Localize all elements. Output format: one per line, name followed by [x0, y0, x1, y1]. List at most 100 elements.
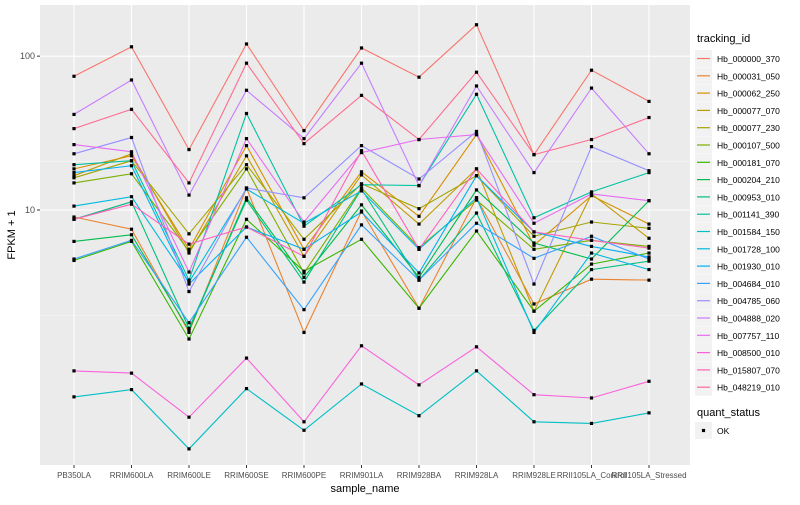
data-point — [244, 61, 249, 65]
data-point — [589, 220, 594, 224]
data-point — [417, 383, 421, 387]
data-point — [417, 278, 421, 282]
data-point — [302, 275, 306, 279]
data-point — [474, 229, 479, 233]
data-point — [129, 195, 134, 199]
square-point-icon — [701, 428, 706, 433]
data-point — [187, 193, 191, 197]
data-point — [532, 221, 536, 225]
data-point — [532, 170, 536, 175]
data-point — [417, 214, 421, 218]
data-point — [129, 107, 134, 111]
data-point — [187, 181, 191, 185]
data-point — [359, 93, 364, 97]
x-tick-label: RRIM901LA — [340, 471, 384, 480]
data-point — [72, 215, 76, 219]
data-point — [417, 306, 421, 310]
data-point — [417, 222, 421, 226]
data-point — [647, 115, 651, 120]
data-point — [302, 137, 306, 141]
data-point — [647, 244, 651, 248]
data-point — [359, 344, 364, 348]
data-point — [532, 393, 536, 397]
data-point — [647, 226, 651, 230]
data-point — [72, 239, 76, 243]
data-point — [589, 244, 594, 248]
data-point — [72, 395, 76, 399]
data-point — [474, 167, 479, 171]
data-point — [417, 137, 421, 142]
legend-label: Hb_001930_010 — [717, 262, 780, 272]
data-point — [647, 99, 651, 103]
legend-label: Hb_004785_060 — [717, 296, 780, 306]
data-point — [359, 170, 364, 174]
data-point — [129, 164, 134, 168]
point-legend-title: quant_status — [697, 407, 760, 419]
data-point — [474, 345, 479, 349]
data-point — [302, 269, 306, 273]
data-point — [244, 217, 249, 221]
point-legend: quant_status OK — [695, 407, 760, 439]
legend-label: Hb_001584_150 — [717, 227, 780, 237]
data-point — [187, 337, 191, 341]
data-point — [129, 388, 134, 392]
data-point — [129, 154, 134, 158]
data-point — [474, 129, 479, 134]
data-point — [532, 309, 536, 313]
data-point — [302, 129, 306, 133]
data-point — [187, 289, 191, 294]
data-point — [474, 198, 479, 202]
data-point — [532, 243, 536, 247]
legend-item: Hb_000181_070 — [695, 153, 780, 171]
data-point — [474, 70, 479, 74]
data-point — [474, 369, 479, 373]
data-point — [647, 222, 651, 226]
legend-label: Hb_000077_070 — [717, 106, 780, 116]
data-point — [302, 224, 306, 228]
data-point — [359, 210, 364, 214]
data-point — [129, 202, 134, 206]
data-point — [589, 396, 594, 400]
data-point — [302, 420, 306, 424]
data-point — [72, 369, 76, 373]
data-point — [647, 169, 651, 173]
data-point — [532, 420, 536, 424]
data-point — [589, 277, 594, 281]
x-tick-label: RRIM928LE — [512, 471, 556, 480]
data-point — [72, 170, 76, 175]
data-point — [647, 278, 651, 282]
data-point — [244, 387, 249, 391]
data-point — [302, 308, 306, 312]
legend-item: Hb_000000_370 — [695, 50, 780, 67]
data-point — [532, 302, 536, 306]
data-point — [187, 247, 191, 251]
legend-label: Hb_007757_110 — [717, 331, 780, 341]
legend-item: Hb_001930_010 — [695, 257, 780, 275]
legend-item: Hb_000204_210 — [695, 171, 780, 189]
data-point — [244, 144, 249, 148]
data-point — [532, 153, 536, 157]
y-axis: 10 100 — [20, 51, 40, 215]
data-point — [129, 233, 134, 237]
data-points — [72, 23, 651, 451]
data-point — [72, 127, 76, 131]
data-point — [244, 167, 249, 171]
data-point — [417, 247, 421, 251]
data-point — [187, 328, 191, 332]
data-point — [474, 221, 479, 225]
legend-label: Hb_000077_230 — [717, 123, 780, 133]
data-point — [417, 177, 421, 181]
data-point — [302, 142, 306, 146]
data-point — [187, 280, 191, 284]
data-point — [359, 46, 364, 50]
data-point — [359, 223, 364, 227]
data-point — [589, 145, 594, 149]
data-point — [72, 174, 76, 178]
plot-panel — [40, 5, 690, 465]
data-point — [244, 198, 249, 202]
x-tick-label: RRIM928BA — [397, 471, 442, 480]
data-point — [129, 172, 134, 176]
legend-item: Hb_001141_390 — [695, 205, 780, 223]
data-point — [359, 144, 364, 148]
